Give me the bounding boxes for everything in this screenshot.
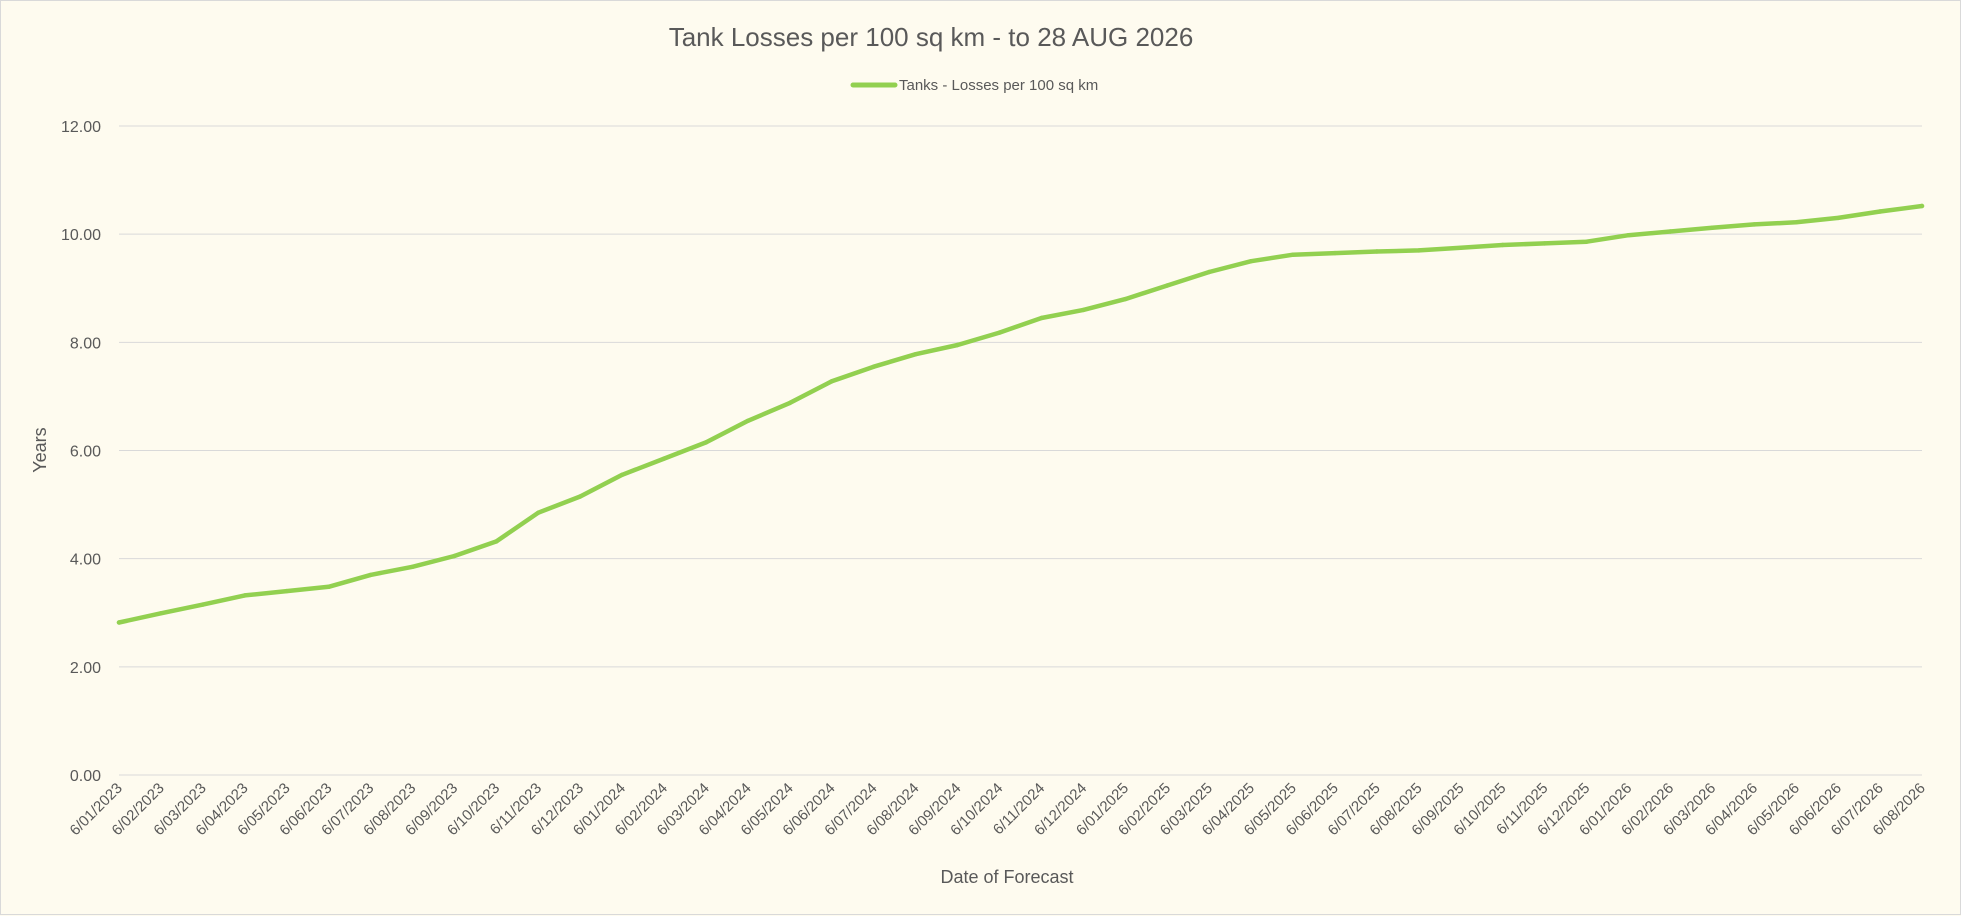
data-point [1542,241,1547,246]
data-point [494,539,499,544]
data-point [745,418,751,423]
data-point [1919,203,1925,209]
data-point [703,440,709,445]
data-point [620,472,625,477]
data-point [1626,233,1631,238]
data-point [200,602,206,607]
data-point [452,553,457,559]
series-layer [116,203,1925,625]
chart-title: Tank Losses per 100 sq km - to 28 AUG 20… [669,22,1194,52]
gridlines [119,125,1922,776]
data-point [1123,296,1128,302]
data-point [871,364,876,369]
data-point [913,352,918,357]
data-point [955,342,960,348]
data-point [997,330,1002,335]
data-point [1584,239,1589,244]
data-point [1374,249,1380,254]
data-point [368,572,373,578]
data-point [1039,315,1044,321]
data-point [242,593,247,598]
data-point [1290,252,1296,257]
data-point [1416,248,1422,253]
y-tick-label: 2.00 [70,660,101,677]
data-point [410,564,415,569]
data-point [661,456,667,461]
data-point [1207,269,1212,275]
y-axis-label: Years [30,427,50,472]
data-point [787,400,793,406]
data-point [578,494,583,499]
data-point [1710,225,1715,230]
y-tick-label: 10.00 [61,227,101,244]
y-tick-label: 6.00 [70,444,101,461]
data-point [1835,215,1841,221]
data-point [1877,209,1883,214]
data-point [536,510,541,515]
legend: Tanks - Losses per 100 sq km [850,77,1098,94]
legend-label: Tanks - Losses per 100 sq km [899,77,1098,94]
data-point [1500,242,1505,248]
data-point [116,620,122,625]
y-tick-label: 4.00 [70,552,101,569]
data-point [1248,259,1254,264]
y-axis-ticks: 0.00 2.00 4.00 6.00 8.00 10.00 12.00 [61,119,101,785]
data-point [1332,250,1338,256]
data-point [1081,307,1086,313]
x-axis-ticks: 6/01/20236/02/20236/03/20236/04/20236/05… [67,780,1929,839]
data-point [1668,229,1673,234]
x-axis-label: Date of Forecast [940,867,1073,887]
data-point [284,588,289,594]
data-point [1458,245,1464,250]
y-tick-label: 8.00 [70,335,101,352]
data-point [326,584,331,589]
y-tick-label: 0.00 [70,768,101,785]
data-point [1165,283,1170,288]
series-line [116,203,1925,625]
y-tick-label: 12.00 [61,119,101,136]
data-point [1752,222,1757,227]
data-point [1794,220,1799,225]
data-point [158,611,164,616]
data-point [829,379,834,384]
